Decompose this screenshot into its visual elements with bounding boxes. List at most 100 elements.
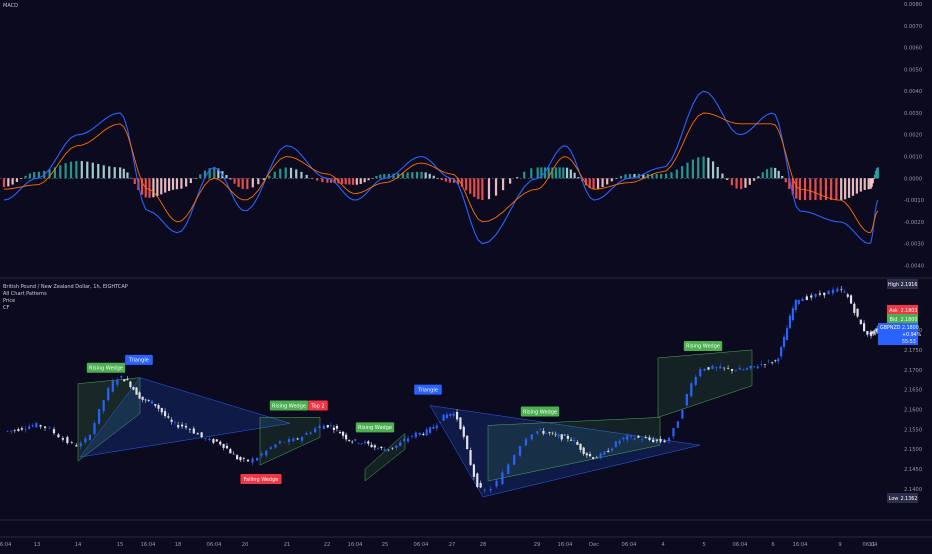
macd-histogram-bar: [477, 178, 480, 200]
pattern-label-text: Triangle: [128, 358, 149, 364]
macd-histogram-bar: [452, 178, 456, 183]
price-candle: [314, 428, 317, 433]
price-candle: [79, 443, 82, 447]
price-candle: [123, 379, 126, 382]
macd-y-tick-label: 0.0080: [904, 2, 922, 8]
macd-histogram-bar: [102, 165, 105, 179]
pattern-label-box: [355, 422, 395, 433]
macd-histogram-bar: [415, 171, 419, 179]
price-candle: [132, 387, 135, 390]
macd-histogram-bar: [329, 178, 333, 183]
price-candle: [442, 414, 445, 421]
price-candle: [663, 440, 666, 443]
price-candle: [66, 437, 69, 443]
price-candle: [43, 426, 47, 428]
macd-histogram-bar: [295, 169, 298, 179]
legend-indicator-price[interactable]: Price: [3, 298, 16, 304]
price-candle: [184, 425, 188, 428]
price-candle: [727, 368, 730, 369]
price-candle: [599, 453, 602, 459]
price-y-tick-label: 2.1650: [904, 388, 922, 394]
price-layer: [6, 286, 880, 494]
macd-histogram-bar: [702, 156, 705, 179]
macd-histogram-bar: [383, 173, 386, 179]
macd-histogram-bar: [547, 167, 550, 179]
macd-histogram-bar: [108, 166, 111, 179]
price-candle: [618, 441, 621, 444]
macd-histogram-bar: [20, 178, 23, 179]
macd-histogram-bar: [28, 173, 31, 179]
price-candle: [160, 407, 163, 413]
macd-y-tick-label: 0.0010: [904, 155, 922, 161]
price-candle: [251, 458, 254, 463]
price-candle: [229, 449, 232, 454]
price-candle: [208, 438, 211, 441]
price-candle: [170, 419, 173, 422]
pattern-label-text: Rising Wedge: [89, 366, 123, 372]
price-candle: [147, 400, 150, 401]
pattern-label-text: Triangle: [417, 387, 438, 393]
price-candle: [507, 464, 510, 474]
price-candle: [367, 441, 370, 444]
price-candle: [545, 432, 548, 434]
price-y-tick-label: 2.1550: [904, 427, 922, 433]
price-candle: [425, 429, 428, 436]
macd-histogram-bar: [59, 165, 62, 179]
macd-histogram-bar: [554, 167, 558, 179]
price-candle: [265, 450, 268, 456]
macd-histogram-bar: [871, 178, 874, 184]
price-candle: [363, 441, 367, 444]
price-candle: [791, 308, 794, 321]
macd-histogram-bar: [7, 178, 10, 187]
macd-histogram-bar: [229, 178, 232, 180]
macd-histogram-bar: [208, 168, 211, 179]
price-candle: [648, 437, 651, 440]
macd-histogram-bar: [69, 161, 73, 179]
price-candle: [711, 365, 714, 369]
price-candle: [10, 430, 13, 432]
macd-histogram-bar: [791, 178, 794, 195]
macd-histogram-bar: [509, 178, 512, 184]
macd-histogram-bar: [199, 174, 202, 179]
macd-histogram-bar: [387, 173, 390, 179]
macd-histogram-bar: [487, 178, 491, 200]
price-candle: [111, 381, 114, 392]
macd-histogram-bar: [359, 178, 362, 184]
macd-histogram-bar: [757, 176, 760, 179]
price-candle: [640, 439, 644, 441]
macd-histogram-bar: [160, 178, 163, 195]
macd-histogram-bar: [788, 178, 791, 189]
price-candle: [212, 439, 215, 443]
price-candle: [326, 425, 329, 428]
macd-histogram-bar: [375, 176, 378, 179]
price-candle: [52, 429, 56, 434]
price-candle: [167, 416, 170, 418]
legend-indicator-cf[interactable]: CF: [3, 305, 10, 311]
price-candle: [188, 429, 191, 430]
macd-histogram-bar: [765, 169, 769, 179]
symbol-badge-countdown: 55:53: [902, 339, 916, 345]
price-candle: [518, 446, 522, 456]
price-candle: [569, 439, 573, 441]
macd-histogram-bar: [367, 178, 370, 181]
macd-histogram-bar: [428, 173, 431, 179]
price-candle: [603, 451, 606, 455]
macd-histogram-bar: [619, 175, 623, 179]
price-candle: [871, 331, 874, 333]
legend-symbol[interactable]: British Pound / New Zealand Dollar, 1h, …: [3, 284, 128, 290]
price-candle: [256, 458, 259, 461]
price-candle: [780, 347, 783, 357]
axis-layer: 0.0080 0.0070 0.0060 0.0050 0.0040 0.0030 0.00…: [0, 2, 924, 548]
price-candle: [539, 429, 542, 430]
price-candle: [344, 434, 348, 440]
price-candle: [869, 331, 873, 336]
macd-histogram-bar: [770, 167, 773, 179]
macd-histogram-bar: [461, 178, 464, 187]
macd-histogram-bar: [237, 178, 240, 187]
price-candle: [797, 299, 800, 305]
macd-histogram-bar: [273, 171, 276, 179]
legend-indicator-patterns[interactable]: All Chart Patterns: [3, 291, 47, 297]
macd-histogram-bar: [740, 178, 743, 190]
price-candle: [354, 439, 357, 441]
